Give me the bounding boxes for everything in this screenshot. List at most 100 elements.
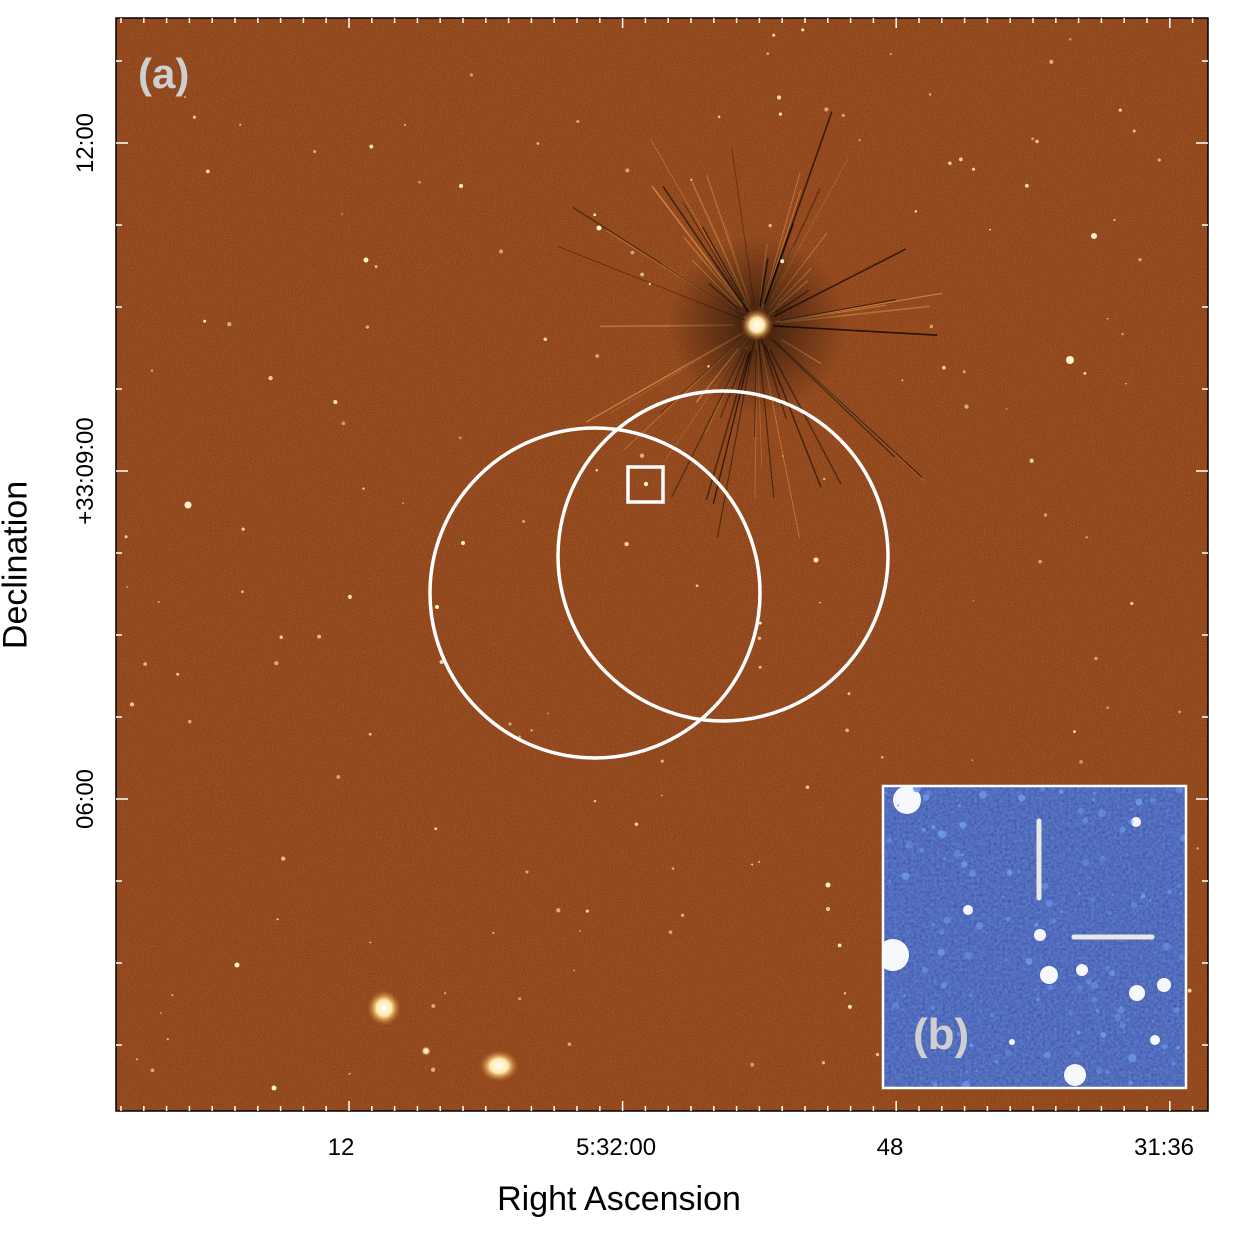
inset-noise-blob [1177,883,1183,889]
x-tick-label: 31:36 [1133,1134,1195,1161]
point-source [143,662,148,666]
point-source [241,590,244,594]
inset-noise-blob [1005,916,1011,922]
point-source [805,785,810,790]
radio-map-panel [116,18,1208,1111]
point-source [1157,158,1161,162]
point-source [643,481,649,487]
inset-noise-blob [1027,1035,1031,1039]
point-source [758,621,762,625]
point-source [880,756,884,759]
inset-noise-blob [1041,882,1049,890]
point-source [821,1061,826,1065]
point-source [971,759,974,761]
radio-map-frame [115,17,1209,1112]
point-source [624,541,629,547]
inset-noise-blob [892,1001,900,1009]
point-source [556,908,561,913]
inset-noise-blob [905,840,914,849]
inset-noise-blob [1074,1050,1081,1058]
point-source [660,759,664,763]
inset-noise-blob [962,1080,970,1088]
point-source [1130,601,1134,606]
inset-noise-blob [1092,791,1096,795]
inset-noise-blob [960,853,964,857]
point-source [576,119,580,124]
point-source [841,113,845,117]
inset-noise-blob [964,951,973,960]
inset-noise-blob [1128,1080,1133,1086]
bright-radio-source [741,309,773,341]
point-source [241,527,245,531]
point-source [573,969,576,972]
inset-noise-blob [1105,1069,1110,1075]
inset-noise-blob [1098,855,1106,863]
point-source [972,600,975,602]
point-source [271,1085,277,1091]
point-source [1035,139,1039,144]
point-source [431,1003,436,1008]
point-source [1083,371,1087,375]
inset-noise-blob [1096,1068,1103,1075]
point-source [150,1068,155,1073]
inset-noise-blob [961,861,968,868]
point-source [157,600,160,603]
point-source [914,210,918,213]
inset-noise-blob [1126,1018,1130,1021]
point-source [171,994,174,997]
inset-noise-blob [956,1032,961,1037]
point-source [1106,706,1110,710]
point-source [757,860,761,864]
inset-noise-blob [1176,1045,1181,1050]
inset-noise-blob [978,1010,982,1013]
point-source [435,605,439,609]
inset-noise-blob [1018,794,1026,802]
inset-noise-blob [1149,797,1156,803]
point-source [648,282,652,286]
point-source [1043,513,1048,517]
point-source [469,73,473,77]
inset-noise-blob [937,830,944,837]
point-source [929,324,934,329]
point-source [1091,233,1097,239]
point-source [813,557,819,563]
point-source [776,95,782,100]
point-source [671,867,675,870]
inset-noise-blob [1025,957,1033,965]
point-source [348,1072,351,1075]
inset-noise-blob [1005,1050,1012,1057]
inset-noise-blob [1091,981,1099,989]
inset-noise-blob [937,948,945,957]
inset-noise-blob [1130,902,1138,909]
panel-a-label: (a) [138,50,190,97]
point-source [625,168,630,173]
inset-noise-blob [994,1059,999,1064]
point-source [418,180,421,184]
inset-source [1076,964,1088,976]
inset-noise-blob [901,872,910,880]
inset-noise-blob [1082,859,1090,867]
inset-noise-blob [1006,869,1013,876]
point-source [234,962,240,968]
point-source [758,665,762,669]
point-source [362,487,365,490]
point-source [492,931,495,934]
inset-noise-blob [922,794,930,801]
point-source [1187,988,1192,993]
point-source [333,400,338,405]
point-source [782,455,784,457]
point-source [279,635,283,639]
point-source [824,107,829,112]
inset-noise-blob [1165,808,1169,813]
target-box [626,465,665,504]
inset-noise-blob [964,1070,969,1075]
point-source [707,364,710,368]
extended-source-knot [421,1046,431,1056]
inset-noise-blob [959,821,967,829]
point-source [439,659,444,665]
point-source [825,906,831,912]
inset-noise-blob [902,994,907,998]
inset-source [1064,1064,1086,1086]
point-source [847,692,851,696]
